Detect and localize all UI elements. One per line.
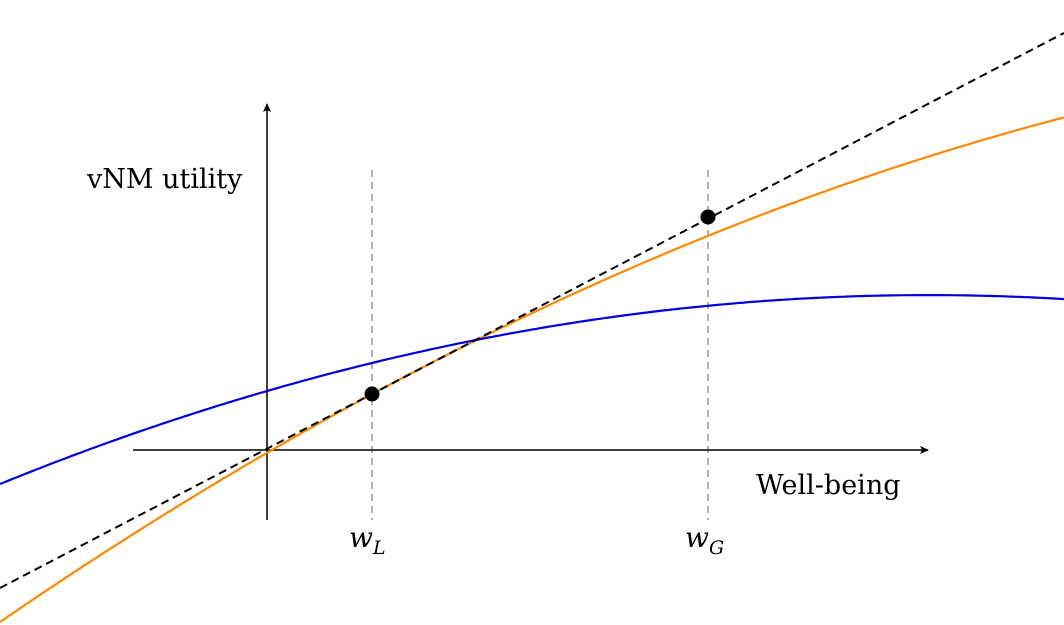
x-axis-label: Well-being xyxy=(756,470,901,501)
w-low-label: wL xyxy=(349,521,386,559)
point-w-high xyxy=(700,209,716,225)
convex-utility-curve xyxy=(0,294,1064,486)
concave-utility-curve xyxy=(0,116,1064,623)
point-w-low xyxy=(364,386,380,402)
y-axis-label: vNM utility xyxy=(86,164,243,195)
w-high-label: wG xyxy=(685,521,724,559)
tangent-line xyxy=(0,32,1064,589)
